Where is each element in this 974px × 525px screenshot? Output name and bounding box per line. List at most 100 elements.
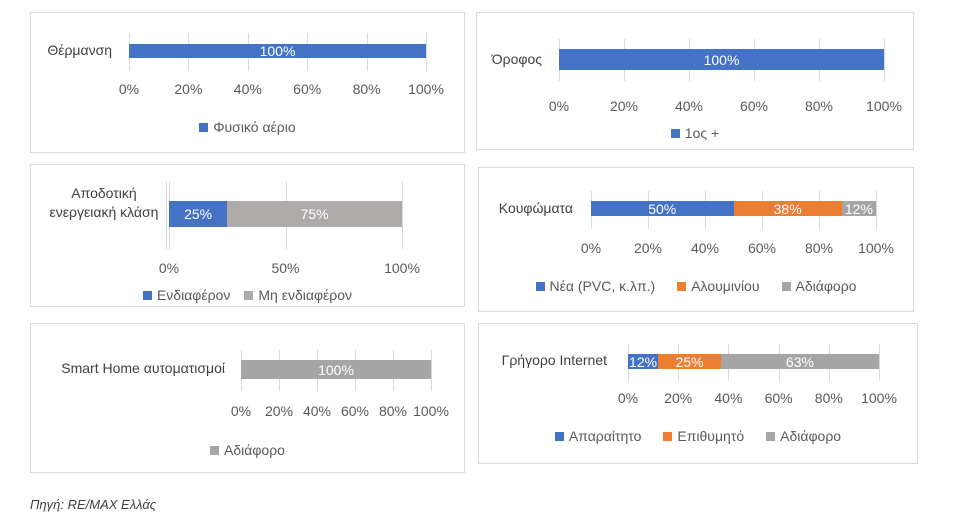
legend-label: Νέα (PVC, κ.λπ.): [549, 278, 656, 294]
legend-item[interactable]: Μη ενδιαφέρον: [244, 287, 352, 303]
category-label: Κουφώματα: [498, 200, 573, 216]
chart-panel-energy-class: Αποδοτική ενεργειακή κλάση 0% 50% 100% 25% 75…: [30, 164, 465, 307]
category-axis-line: [166, 181, 167, 249]
x-tick-label: 60%: [293, 81, 322, 97]
legend-label: 1ος +: [684, 125, 720, 141]
data-label: 100%: [259, 43, 296, 59]
x-tick-label: 80%: [378, 403, 408, 419]
legend: Ενδιαφέρον Μη ενδιαφέρον: [31, 287, 464, 303]
bar-segment-2: 38%: [733, 200, 842, 217]
chart-panel-floor: Όροφος 0% 20% 40% 60% 80% 100% 100% 1ος +: [476, 12, 914, 150]
gridline: [431, 350, 432, 391]
x-tick-label: 0%: [118, 81, 140, 97]
bar-segment-1: 50%: [591, 200, 734, 217]
category-label: Θέρμανση: [47, 42, 112, 58]
gridline: [402, 181, 403, 249]
x-tick-label: 40%: [233, 81, 262, 97]
data-label: 63%: [785, 353, 814, 370]
chart-panel-heating: Θέρμανση 0% 20% 40% 60% 80% 100% 100% Φυσικό αέρ…: [30, 12, 465, 153]
data-label: 50%: [648, 200, 677, 217]
legend-swatch: [670, 128, 680, 138]
gridline: [879, 344, 880, 381]
x-tick-label: 40%: [714, 390, 743, 406]
x-tick-label: 0%: [617, 390, 639, 406]
x-tick-label: 20%: [664, 390, 693, 406]
x-tick-label: 0%: [548, 98, 570, 114]
data-label: 100%: [318, 361, 354, 378]
x-tick-label: 60%: [340, 403, 370, 419]
legend-label: Αλουμινίου: [691, 278, 760, 294]
legend-label: Μη ενδιαφέρον: [258, 287, 353, 303]
x-tick-label: 80%: [804, 98, 834, 114]
legend-label: Απαραίτητο: [568, 428, 642, 444]
gridline: [426, 33, 427, 71]
legend: 1ος +: [477, 125, 913, 141]
gridline: [876, 191, 877, 229]
bar-segment-1: 12%: [628, 353, 659, 370]
legend-item[interactable]: Ενδιαφέρον: [142, 287, 231, 303]
legend-swatch: [554, 431, 564, 441]
legend-item[interactable]: Αλουμινίου: [677, 278, 760, 294]
data-label: 100%: [703, 51, 740, 68]
chart-panel-internet: Γρήγορο Internet 0% 20% 40% 60% 80% 100% 12% 25%…: [478, 323, 918, 464]
x-tick-label: 20%: [174, 81, 203, 97]
x-tick-label: 40%: [302, 403, 332, 419]
x-tick-label: 80%: [804, 240, 834, 256]
bar-segment-3: 12%: [841, 201, 876, 217]
legend-item[interactable]: Αδιάφορο: [781, 278, 857, 294]
x-tick-label: 80%: [814, 390, 843, 406]
x-tick-label: 60%: [764, 390, 793, 406]
legend-item[interactable]: Νέα (PVC, κ.λπ.): [535, 278, 656, 294]
legend-item[interactable]: Φυσικό αέριο: [199, 119, 296, 135]
data-label: 12%: [629, 353, 658, 370]
x-tick-label: 20%: [633, 240, 663, 256]
x-tick-label: 60%: [739, 98, 769, 114]
source-note: Πηγή: RE/MAX Ελλάς: [30, 497, 157, 512]
legend-item[interactable]: Επιθυμητό: [663, 428, 744, 444]
legend-swatch: [766, 431, 776, 441]
x-tick-label: 100%: [384, 260, 420, 276]
x-tick-label: 60%: [747, 240, 777, 256]
legend-swatch: [199, 122, 209, 132]
legend-label: Ενδιαφέρον: [156, 287, 231, 303]
chart-panel-smart-home: Smart Home αυτοματισμοί 0% 20% 40% 60% 80% 100…: [30, 323, 465, 473]
x-tick-label: 0%: [230, 403, 252, 419]
legend-item[interactable]: Απαραίτητο: [554, 428, 642, 444]
legend-swatch: [677, 281, 687, 291]
x-tick-label: 20%: [609, 98, 639, 114]
gridline: [884, 39, 885, 81]
x-tick-label: 0%: [158, 260, 180, 276]
legend-swatch: [244, 290, 254, 300]
legend-label: Αδιάφορο: [795, 278, 857, 294]
x-tick-label: 100%: [413, 403, 449, 419]
legend-item[interactable]: Αδιάφορο: [766, 428, 841, 444]
x-tick-label: 40%: [674, 98, 704, 114]
legend: Αδιάφορο: [31, 442, 464, 458]
bar-segment-1: 100%: [241, 360, 431, 379]
category-label: Όροφος: [491, 51, 542, 67]
x-tick-label: 20%: [264, 403, 294, 419]
bar-segment-3: 63%: [720, 353, 879, 370]
x-tick-label: 50%: [271, 260, 300, 276]
bar-segment-1: 100%: [559, 49, 884, 70]
legend: Νέα (PVC, κ.λπ.) Αλουμινίου Αδιάφορο: [479, 278, 913, 294]
x-tick-label: 100%: [866, 98, 902, 114]
data-label: 38%: [773, 200, 802, 217]
legend-label: Αδιάφορο: [780, 428, 842, 444]
legend-item[interactable]: Αδιάφορο: [210, 442, 285, 458]
x-tick-label: 100%: [858, 240, 894, 256]
legend-swatch: [535, 281, 545, 291]
x-tick-label: 80%: [352, 81, 381, 97]
chart-panel-frames: Κουφώματα 0% 20% 40% 60% 80% 100% 50% 38% 12% Νέα …: [478, 167, 914, 312]
legend-item[interactable]: 1ος +: [670, 125, 720, 141]
data-label: 25%: [675, 353, 704, 370]
bar-segment-2: 25%: [658, 353, 721, 370]
legend-swatch: [210, 445, 220, 455]
x-tick-label: 0%: [580, 240, 602, 256]
legend-label: Φυσικό αέριο: [213, 119, 296, 135]
legend-swatch: [663, 431, 673, 441]
bar-segment-1: 100%: [129, 43, 426, 59]
legend: Απαραίτητο Επιθυμητό Αδιάφορο: [479, 428, 917, 444]
x-tick-label: 100%: [408, 81, 444, 97]
legend-label: Επιθυμητό: [677, 428, 745, 444]
